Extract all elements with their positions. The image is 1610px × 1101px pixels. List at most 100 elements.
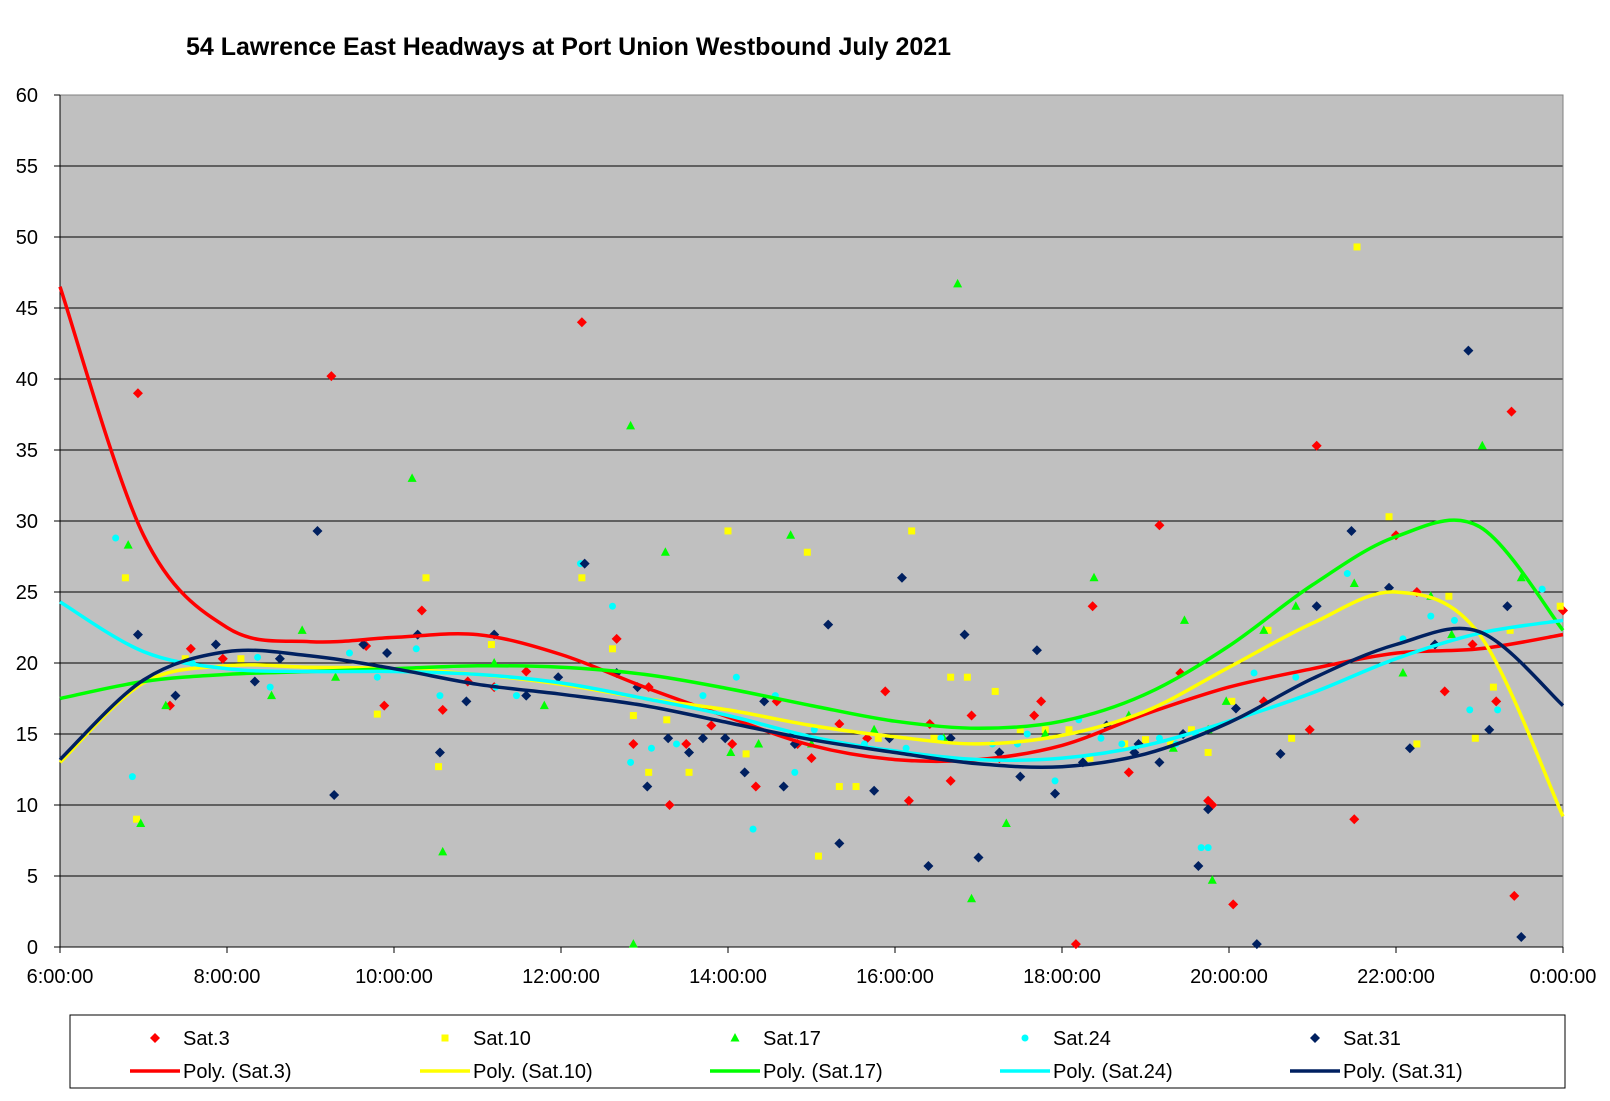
data-point	[732, 673, 740, 681]
data-point	[1016, 726, 1024, 734]
x-tick-label: 20:00:00	[1190, 966, 1268, 988]
data-point	[1029, 710, 1040, 721]
data-point	[973, 852, 984, 863]
data-point	[991, 687, 999, 695]
data-point	[312, 525, 323, 536]
data-point	[1193, 861, 1204, 872]
data-point	[1311, 440, 1322, 451]
data-point	[1050, 788, 1061, 799]
legend-label: Poly. (Sat.24)	[1053, 1061, 1173, 1083]
data-point	[373, 673, 381, 681]
data-point	[967, 893, 977, 903]
data-point	[945, 733, 956, 744]
x-tick-label: 16:00:00	[856, 966, 934, 988]
data-point	[210, 639, 221, 650]
data-point	[739, 767, 750, 778]
data-point	[274, 653, 285, 664]
data-point	[720, 733, 731, 744]
data-point	[750, 781, 761, 792]
x-tick-label: 22:00:00	[1357, 966, 1435, 988]
trendlines	[58, 286, 1565, 818]
series-4-points	[112, 534, 1546, 852]
data-point	[1349, 578, 1359, 587]
data-point	[217, 653, 228, 664]
data-point	[1036, 696, 1047, 707]
data-point	[1385, 513, 1393, 521]
data-point	[608, 645, 616, 653]
data-point	[726, 747, 736, 756]
data-point	[1230, 703, 1241, 714]
data-point	[1346, 525, 1357, 536]
data-point	[896, 572, 907, 583]
data-point	[434, 747, 445, 758]
legend-label: Poly. (Sat.3)	[183, 1061, 292, 1083]
y-tick-label: 50	[16, 227, 38, 249]
data-point	[132, 629, 143, 640]
data-point	[1251, 939, 1262, 950]
data-point	[161, 700, 171, 710]
trendline-5	[58, 626, 1565, 769]
x-tick-label: 12:00:00	[522, 966, 600, 988]
data-point	[1467, 639, 1478, 650]
data-point	[645, 768, 653, 776]
data-point	[1015, 771, 1026, 782]
data-point	[699, 692, 707, 700]
y-tick-label: 30	[16, 511, 38, 533]
data-point	[1031, 645, 1042, 656]
data-point	[521, 690, 532, 701]
data-point	[1494, 706, 1502, 714]
data-point	[1228, 899, 1239, 910]
data-point	[379, 700, 390, 711]
data-point	[1516, 572, 1526, 582]
data-point	[823, 619, 834, 630]
data-point	[1502, 601, 1513, 612]
data-point	[133, 815, 141, 823]
data-point	[373, 710, 381, 718]
data-point	[1463, 345, 1474, 356]
data-point	[1489, 683, 1497, 691]
data-point	[266, 683, 274, 691]
data-point	[814, 852, 822, 860]
data-point	[869, 724, 879, 734]
data-point	[1228, 697, 1236, 705]
data-point	[254, 653, 262, 661]
data-point	[1264, 626, 1272, 634]
data-point	[1118, 740, 1126, 748]
y-tick-label: 35	[16, 440, 38, 462]
data-point	[806, 753, 817, 764]
data-point	[1450, 616, 1458, 624]
data-point	[1398, 667, 1408, 677]
legend: Sat.3 Sat.10 Sat.17 Sat.24 Sat.31 Poly. (Sat.…	[69, 1014, 1566, 1089]
data-point	[1168, 743, 1178, 752]
data-point	[1070, 939, 1081, 950]
data-point	[727, 738, 738, 749]
trendline-1	[58, 286, 1564, 764]
y-tick-label: 10	[16, 795, 38, 817]
axes: 0 5 10 15 20 25 30 35 40 45 50 55 60 6:00:00 8:00:00 10…	[16, 85, 1597, 988]
data-point	[697, 733, 708, 744]
data-point	[1447, 629, 1457, 639]
legend-label: Sat.24	[1053, 1028, 1111, 1050]
data-point	[132, 388, 143, 399]
data-point	[461, 696, 472, 707]
data-point	[1197, 844, 1205, 852]
data-point	[1484, 724, 1495, 735]
data-point	[880, 686, 891, 697]
y-tick-label: 0	[27, 937, 38, 959]
data-point	[326, 371, 337, 382]
data-point	[902, 744, 910, 752]
data-point	[1203, 804, 1214, 815]
data-point	[945, 775, 956, 786]
data-point	[629, 712, 637, 720]
data-point	[966, 710, 977, 721]
data-point	[908, 527, 916, 535]
data-point	[1445, 592, 1453, 600]
x-tick-label: 10:00:00	[355, 966, 433, 988]
data-point	[1556, 602, 1564, 610]
data-point	[1204, 748, 1212, 756]
data-point	[1023, 730, 1031, 738]
data-point	[1288, 734, 1296, 742]
data-point	[724, 527, 732, 535]
data-point	[1142, 736, 1149, 744]
